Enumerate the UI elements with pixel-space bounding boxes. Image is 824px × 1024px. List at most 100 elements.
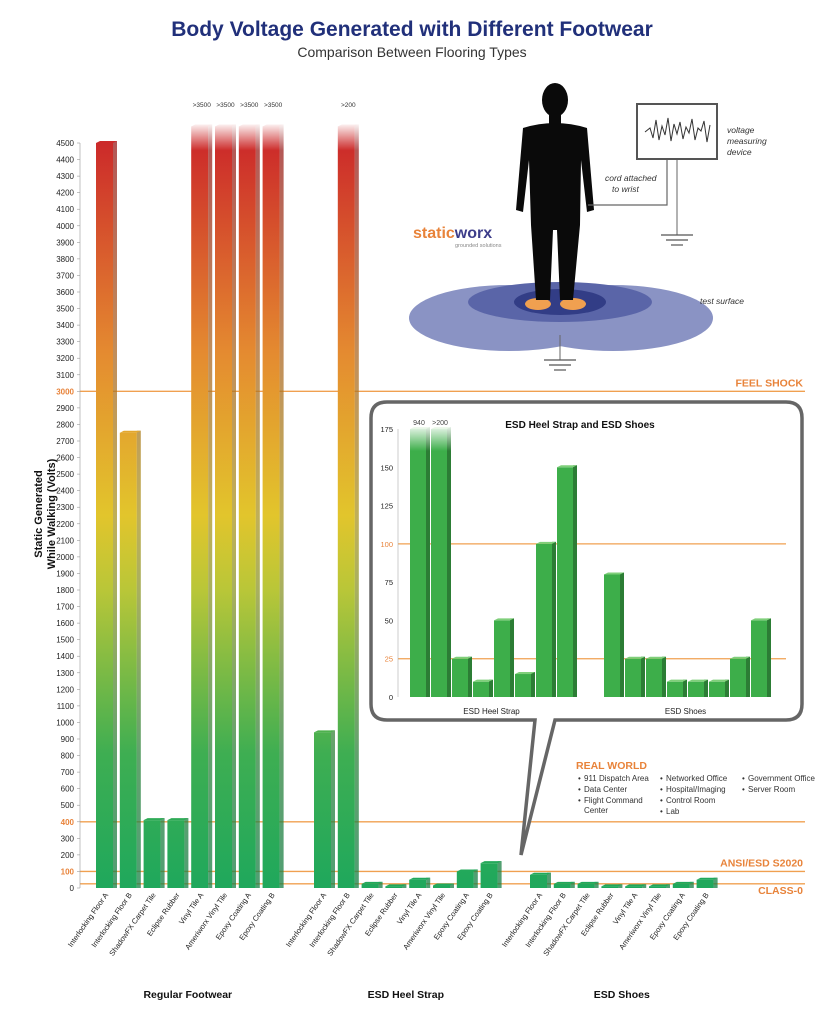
bar [625, 884, 647, 888]
inset-bar-top [688, 679, 708, 682]
inset-y-axis: 0 25 50 75 100 125 150 175 [380, 425, 399, 702]
inset-bar [494, 618, 514, 697]
bar-side [354, 124, 359, 888]
bar-side [594, 881, 599, 888]
device-label: voltage measuring device [727, 125, 767, 157]
bar-fade [190, 122, 214, 151]
y-tick-label: 2200 [56, 520, 74, 529]
bar-face [553, 883, 571, 888]
bar: >3500 [261, 102, 285, 888]
bar-face [215, 126, 232, 888]
real-world-heading: REAL WORLD [576, 760, 647, 772]
inset-bar [515, 672, 535, 697]
x-tick-label: Ameriworx Vinyl Tile [183, 891, 229, 951]
inset-bar [730, 656, 750, 697]
bar [119, 430, 141, 888]
bar-side-shade [570, 881, 575, 888]
inset-bar-value-label: 940 [413, 420, 425, 427]
bar-top [433, 883, 454, 886]
inset-callout [369, 400, 804, 856]
inset-bar-side [683, 679, 687, 697]
bar-face [314, 732, 331, 888]
real-world-bullet: • [742, 785, 745, 794]
bar-side-shade [713, 877, 718, 888]
bar-top [167, 818, 189, 821]
bar-fade [237, 122, 261, 151]
real-world-bullet: • [660, 785, 663, 794]
bar-face [361, 883, 379, 888]
real-world-item: Control Room [666, 796, 716, 805]
inset-bar-side [489, 679, 493, 697]
bar-side-shade [618, 884, 623, 888]
bar-face [672, 883, 690, 888]
bar-side-shade [331, 730, 335, 888]
bar-face [409, 879, 427, 888]
inset-y-tick-label: 75 [385, 578, 393, 587]
bar [456, 869, 478, 888]
bar-side-shade [426, 877, 431, 888]
y-tick-label: 1100 [57, 702, 75, 711]
y-tick-label: 700 [61, 768, 75, 777]
bar [143, 818, 165, 888]
inset-bar [604, 572, 624, 697]
y-tick-label: 2900 [56, 404, 74, 413]
y-tick-label: 800 [61, 752, 75, 761]
foot-plate-right [560, 298, 586, 310]
bar-fade [214, 122, 237, 151]
real-world-item: Hospital/Imaging [666, 785, 726, 794]
bar: >3500 [190, 102, 214, 888]
inset-bar-face [730, 658, 746, 697]
inset-y-tick-label: 0 [389, 693, 393, 702]
bar-side [426, 877, 431, 888]
inset-y-tick-label: 150 [380, 463, 393, 472]
y-tick-label: 300 [61, 834, 75, 843]
chart-title: Body Voltage Generated with Different Fo… [171, 18, 653, 41]
bar [314, 730, 335, 888]
group-label: ESD Shoes [594, 989, 650, 1001]
y-tick-label: 2500 [56, 470, 74, 479]
person-silhouette [516, 83, 594, 300]
inset-bar-face [646, 658, 662, 697]
bar-top [314, 730, 335, 733]
bar-side [113, 141, 117, 888]
staticworx-logo: staticworx grounded solutions [413, 225, 502, 249]
x-tick-label: Ameriworx Vinyl Tile [401, 891, 447, 951]
wrist-cord [588, 160, 668, 206]
x-tick-label: Interlocking Floor A [284, 891, 328, 949]
inset-bar-side [620, 572, 624, 697]
inset-bar-face [515, 674, 531, 697]
inset-bar-side [746, 656, 750, 697]
y-tick-label: 1200 [56, 685, 74, 694]
bar: >3500 [237, 102, 261, 888]
bar: >200 [336, 102, 360, 888]
inset-bar-face [667, 681, 683, 697]
group-label: ESD Heel Strap [368, 989, 444, 1001]
bar-value-label: >3500 [216, 102, 235, 109]
reference-line-label: CLASS-0 [758, 885, 803, 897]
bar-top [696, 877, 718, 880]
bar-value-label: >3500 [193, 102, 212, 109]
bar-side-shade [402, 884, 407, 888]
bar-face [337, 126, 355, 888]
y-tick-label: 3900 [56, 238, 74, 247]
y-axis-label: Static GeneratedWhile Walking (Volts) [33, 458, 58, 569]
bar-value-label: >200 [341, 102, 356, 109]
bar-side-shade [473, 869, 478, 888]
bar-side-shade [232, 124, 236, 888]
y-tick-label: 1700 [56, 603, 74, 612]
real-world-block: REAL WORLD • 911 Dispatch Area• Data Cente… [576, 760, 816, 816]
inset-bar-top [751, 618, 771, 621]
bar-side [402, 884, 407, 888]
bar-side-shade [450, 883, 454, 888]
bar-top [577, 881, 599, 884]
bar-fade [336, 122, 360, 151]
real-world-bullet: • [742, 774, 745, 783]
real-world-item: 911 Dispatch Area [584, 774, 649, 783]
inset-bar-face [604, 574, 620, 697]
y-tick-label: 4100 [56, 205, 74, 214]
bar-side-shade [208, 124, 213, 888]
inset-bar-face [536, 543, 552, 697]
bar-side [160, 818, 165, 888]
y-tick-label: 3800 [56, 255, 74, 264]
bar-top [409, 877, 431, 880]
